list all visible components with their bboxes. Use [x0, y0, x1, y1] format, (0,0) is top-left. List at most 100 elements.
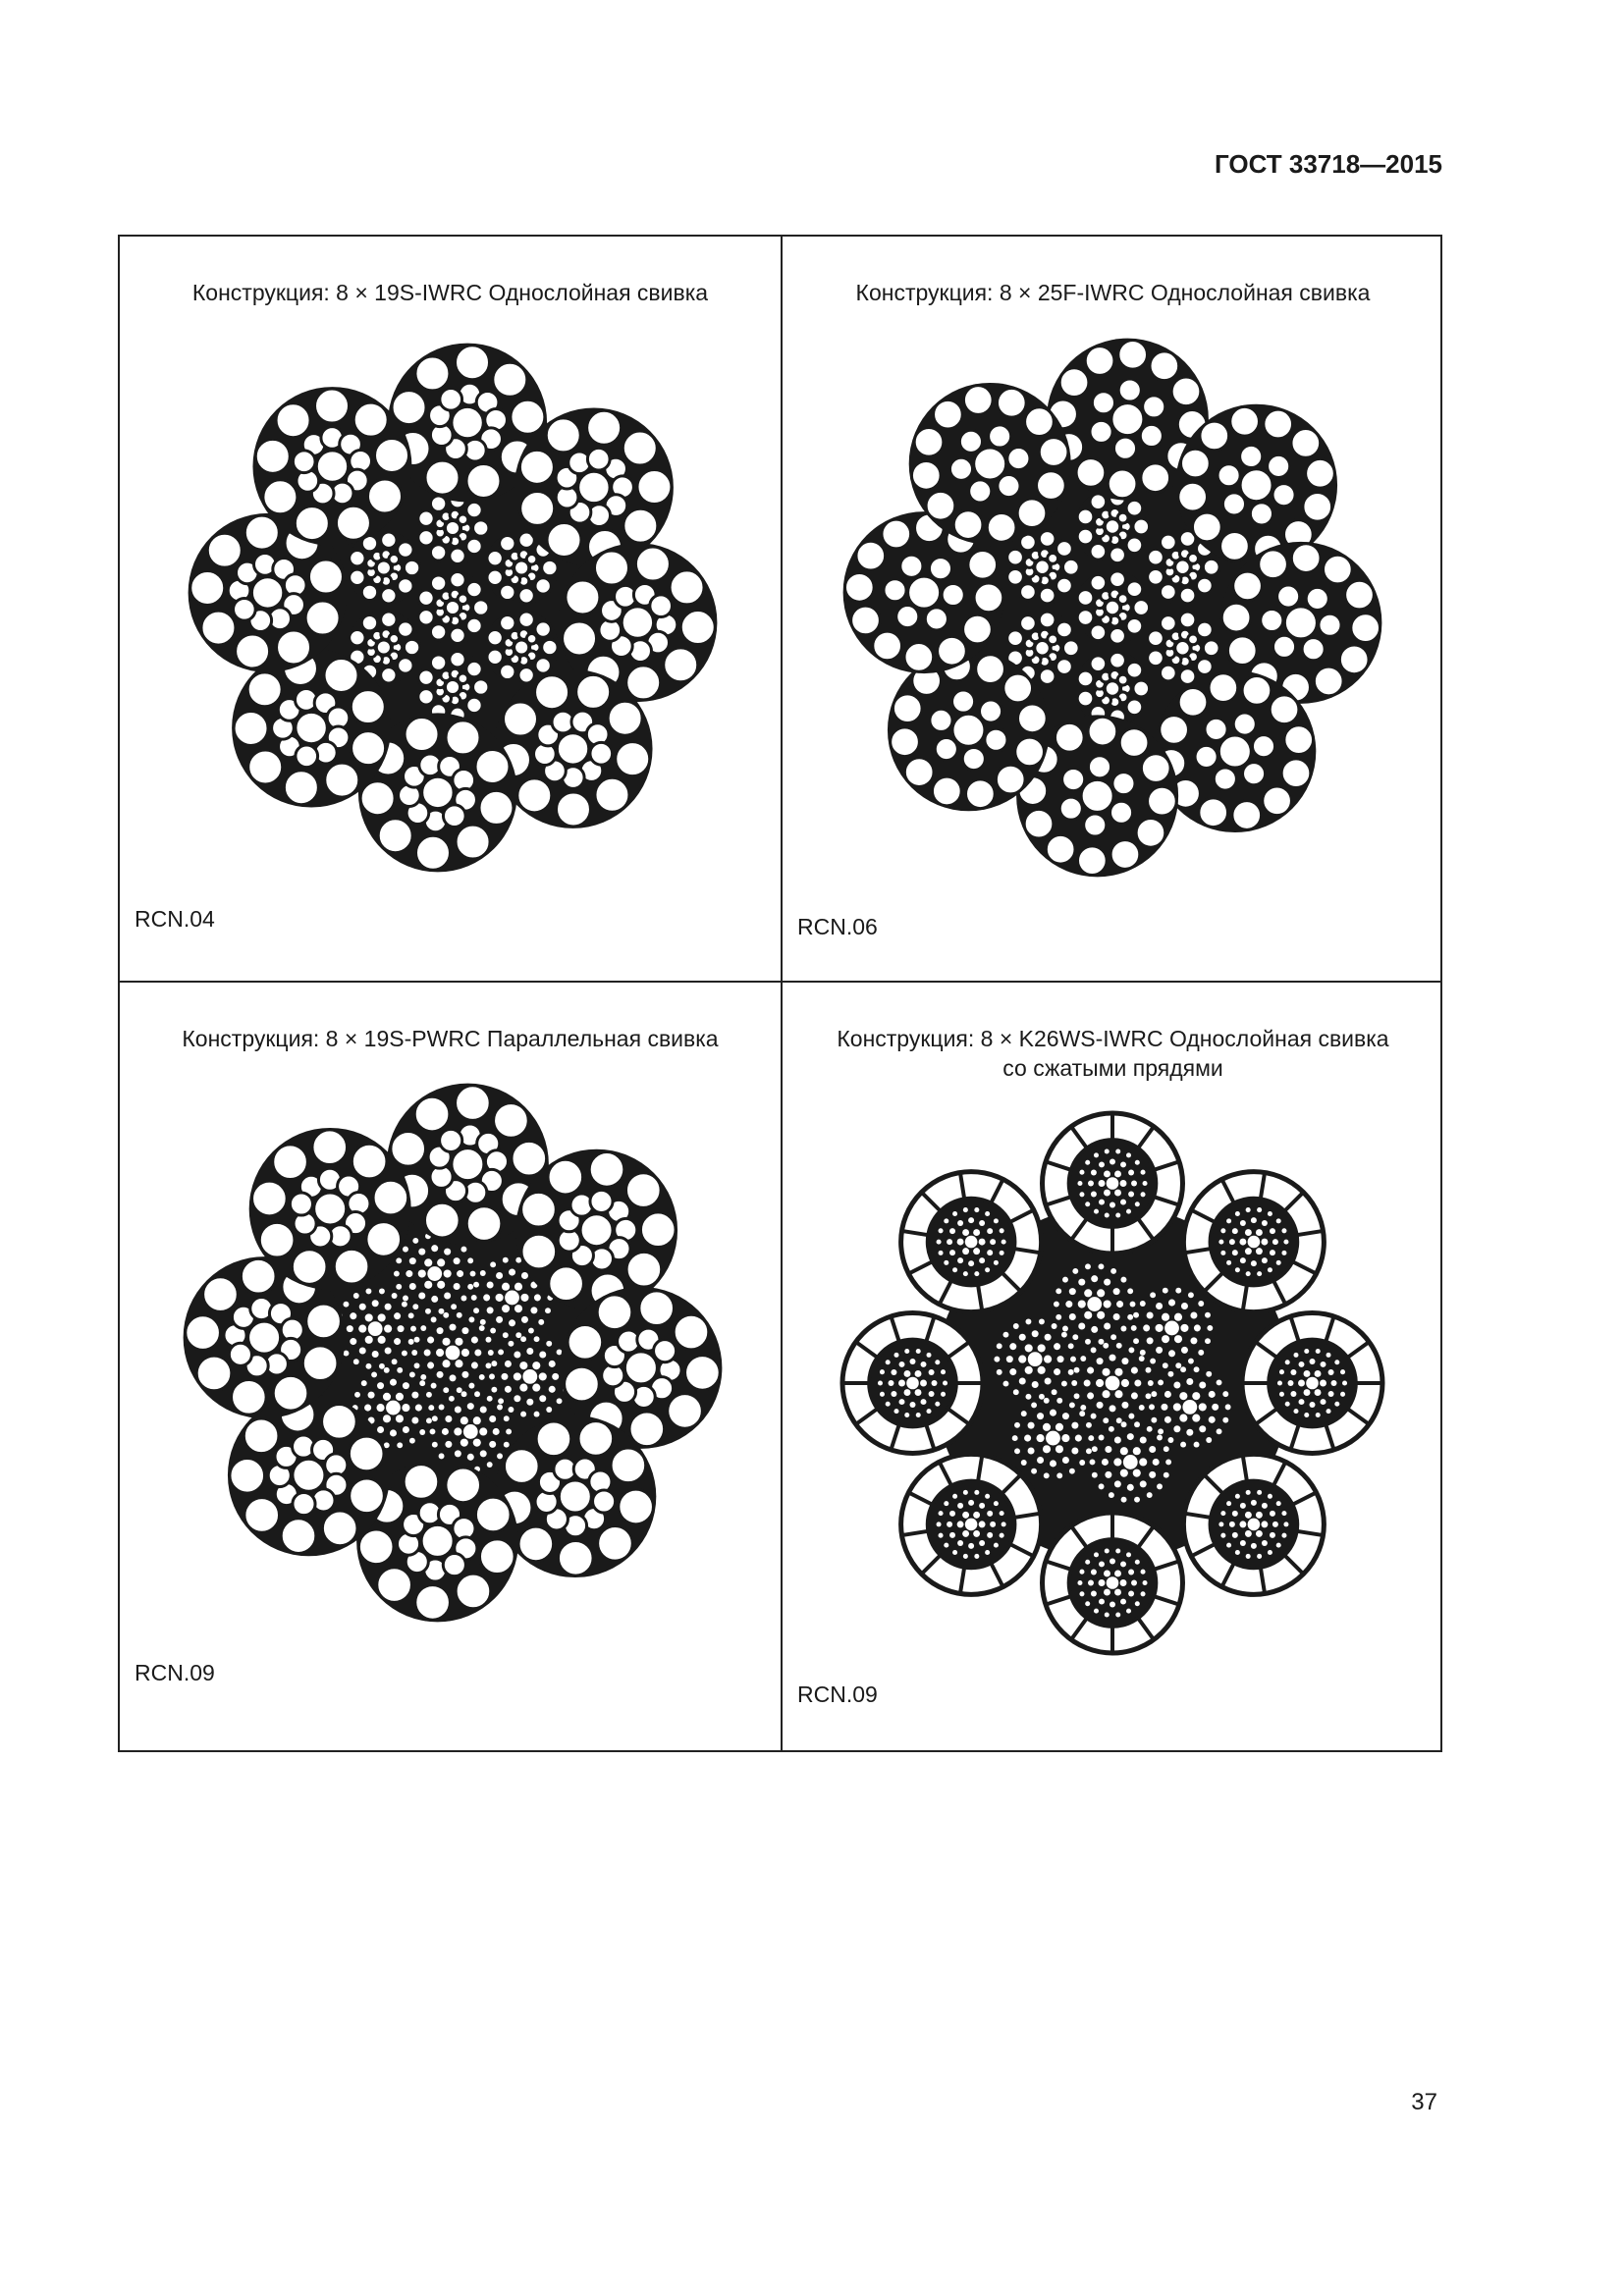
wire [1146, 1425, 1153, 1432]
wire-divider [1282, 1191, 1305, 1213]
wire-divider [957, 1567, 967, 1594]
wire [441, 1427, 449, 1435]
wire [1261, 1521, 1269, 1528]
wire [376, 817, 414, 855]
wire [960, 745, 987, 773]
wire [1073, 1393, 1080, 1400]
wire-divider [1219, 1178, 1236, 1204]
wire [546, 1407, 553, 1413]
wire [441, 803, 467, 828]
wire [1108, 545, 1127, 565]
wire [1199, 1381, 1207, 1389]
wire [973, 1511, 981, 1519]
wire-divider [1190, 1542, 1217, 1559]
wire [230, 1377, 268, 1416]
wire [987, 1510, 994, 1517]
wire [438, 1308, 445, 1314]
wire [1139, 752, 1172, 784]
wire [1276, 1380, 1282, 1386]
wire [461, 1370, 469, 1378]
wire [485, 567, 505, 587]
wire [898, 1379, 905, 1387]
wire [985, 1549, 991, 1556]
wire [1062, 1325, 1068, 1332]
wire [1220, 1532, 1226, 1538]
wire [376, 1404, 385, 1413]
wire [1327, 1391, 1334, 1397]
wire [1018, 1377, 1026, 1385]
wire [442, 1337, 451, 1346]
wire [464, 536, 484, 557]
wire [1125, 1608, 1132, 1614]
wire [1088, 622, 1109, 643]
wire [985, 511, 1018, 544]
wire [1056, 1288, 1062, 1295]
wire-divider [1136, 1617, 1156, 1641]
wire [1056, 1356, 1064, 1363]
wire [944, 1218, 949, 1224]
wire [412, 1304, 419, 1310]
wire [454, 1406, 461, 1414]
wire [444, 719, 482, 757]
wire [1124, 579, 1145, 600]
wire [1179, 1392, 1188, 1401]
wire [985, 1493, 991, 1499]
wire [904, 1413, 910, 1418]
wire [382, 1392, 392, 1401]
wire [893, 1352, 899, 1358]
wire [464, 1204, 504, 1243]
wire [453, 1257, 460, 1265]
wire [242, 1416, 281, 1456]
wire [1250, 1217, 1257, 1224]
title-line: со сжатыми прядями [1002, 1055, 1223, 1081]
wire [1239, 1238, 1247, 1246]
wire [1098, 1434, 1105, 1441]
wire [515, 776, 554, 815]
wire [290, 1248, 329, 1286]
wire [880, 517, 913, 551]
wire [1186, 1377, 1194, 1386]
wire [442, 1360, 451, 1368]
wire [1309, 1402, 1316, 1409]
wire [944, 1501, 949, 1507]
wire [402, 1382, 409, 1390]
wire-divider [937, 1461, 953, 1487]
document-header: ГОСТ 33718—2015 [1215, 149, 1442, 179]
wire [411, 1350, 418, 1356]
wire-divider [907, 1259, 934, 1276]
wire [1143, 1324, 1151, 1332]
wire [1334, 1401, 1340, 1407]
wire [956, 1521, 964, 1528]
rope-cross-section-k26ws [839, 1110, 1385, 1656]
wire [1198, 1301, 1205, 1307]
wire [951, 508, 985, 541]
wire [1130, 1366, 1138, 1374]
wire [1005, 446, 1032, 472]
wire [464, 579, 484, 600]
wire [961, 613, 994, 646]
cell-title: Конструкция: 8 × K26WS-IWRC Однослойная … [783, 1024, 1443, 1083]
wire [468, 1382, 475, 1389]
wire [1079, 1192, 1085, 1198]
wire-divider [1346, 1340, 1371, 1360]
wire [466, 1453, 474, 1461]
wire [1056, 1472, 1063, 1479]
wire [1207, 1324, 1214, 1331]
wire-divider [1069, 1125, 1089, 1149]
wire [348, 1476, 386, 1516]
wire [457, 1270, 464, 1278]
wire [962, 1489, 968, 1495]
wire [1272, 1521, 1278, 1527]
wire [1098, 1338, 1105, 1345]
wire [489, 1440, 497, 1448]
wire [1150, 1292, 1157, 1299]
wire [462, 1424, 478, 1439]
wire [1255, 1529, 1263, 1537]
wire [898, 1361, 905, 1367]
wire [622, 507, 660, 545]
wire [1220, 1511, 1226, 1517]
wire [1005, 547, 1025, 567]
wire [1014, 1448, 1020, 1455]
wire [1159, 614, 1178, 633]
wire [1272, 1239, 1278, 1246]
